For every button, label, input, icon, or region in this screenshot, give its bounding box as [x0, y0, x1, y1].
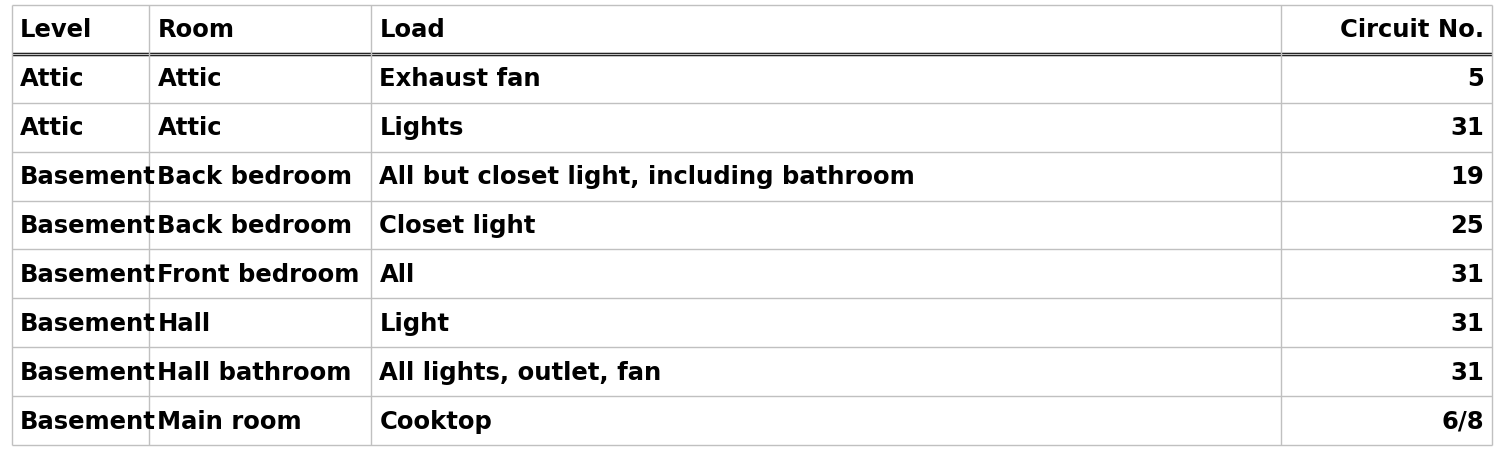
- Text: Attic: Attic: [20, 67, 84, 91]
- Text: Main room: Main room: [158, 409, 302, 433]
- Text: All but closet light, including bathroom: All but closet light, including bathroom: [379, 165, 914, 189]
- Text: Hall bathroom: Hall bathroom: [158, 360, 352, 384]
- Text: Light: Light: [379, 311, 450, 335]
- Text: Front bedroom: Front bedroom: [158, 262, 359, 286]
- Text: 19: 19: [1450, 165, 1484, 189]
- Text: Level: Level: [20, 18, 92, 42]
- Text: Attic: Attic: [158, 116, 223, 140]
- Text: Back bedroom: Back bedroom: [158, 213, 352, 238]
- Text: Basement: Basement: [20, 165, 156, 189]
- Text: 31: 31: [1450, 262, 1484, 286]
- Text: Attic: Attic: [158, 67, 223, 91]
- Text: 31: 31: [1450, 311, 1484, 335]
- Text: Basement: Basement: [20, 360, 156, 384]
- Text: Closet light: Closet light: [379, 213, 535, 238]
- Text: All lights, outlet, fan: All lights, outlet, fan: [379, 360, 662, 384]
- Text: Basement: Basement: [20, 262, 156, 286]
- Text: 6/8: 6/8: [1441, 409, 1484, 433]
- Text: Basement: Basement: [20, 213, 156, 238]
- Text: Attic: Attic: [20, 116, 84, 140]
- Text: Basement: Basement: [20, 311, 156, 335]
- Text: 25: 25: [1450, 213, 1484, 238]
- Text: Exhaust fan: Exhaust fan: [379, 67, 541, 91]
- Text: Load: Load: [379, 18, 445, 42]
- Text: 31: 31: [1450, 360, 1484, 384]
- Text: Room: Room: [158, 18, 235, 42]
- Text: Cooktop: Cooktop: [379, 409, 492, 433]
- Text: Back bedroom: Back bedroom: [158, 165, 352, 189]
- Text: Basement: Basement: [20, 409, 156, 433]
- Text: Lights: Lights: [379, 116, 463, 140]
- Text: Hall: Hall: [158, 311, 211, 335]
- Text: 5: 5: [1466, 67, 1484, 91]
- Text: 31: 31: [1450, 116, 1484, 140]
- Text: All: All: [379, 262, 415, 286]
- Text: Circuit No.: Circuit No.: [1340, 18, 1484, 42]
